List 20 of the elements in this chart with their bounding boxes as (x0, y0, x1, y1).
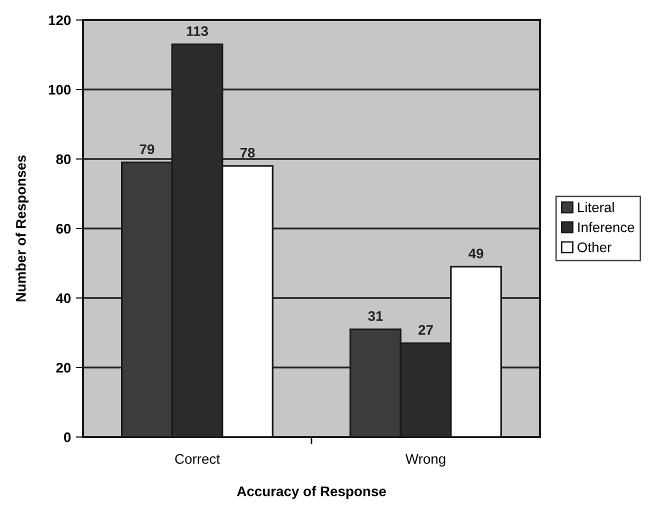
y-tick-label: 20 (56, 362, 71, 373)
y-tick-label: 40 (56, 293, 71, 304)
y-tick-label: 60 (56, 224, 71, 234)
data-label: 27 (418, 325, 433, 335)
data-label: 78 (240, 148, 255, 158)
legend-label: Literal (578, 202, 614, 212)
y-axis-title: Number of Responses (16, 155, 29, 302)
x-tick-label: Wrong (405, 454, 446, 467)
y-tick-label: 100 (48, 84, 71, 95)
y-tick-label: 80 (56, 154, 71, 164)
x-tick-label: Correct (175, 454, 220, 464)
y-tick-label: 120 (48, 15, 71, 26)
data-label: 113 (186, 26, 208, 36)
data-label: 49 (468, 248, 484, 258)
legend-label: Inference (578, 222, 634, 232)
data-label: 79 (140, 144, 154, 154)
legend-label: Other (578, 242, 612, 252)
x-axis-title: Accuracy of Response (236, 486, 386, 500)
data-label: 31 (368, 311, 383, 321)
y-tick-label: 0 (64, 432, 71, 442)
